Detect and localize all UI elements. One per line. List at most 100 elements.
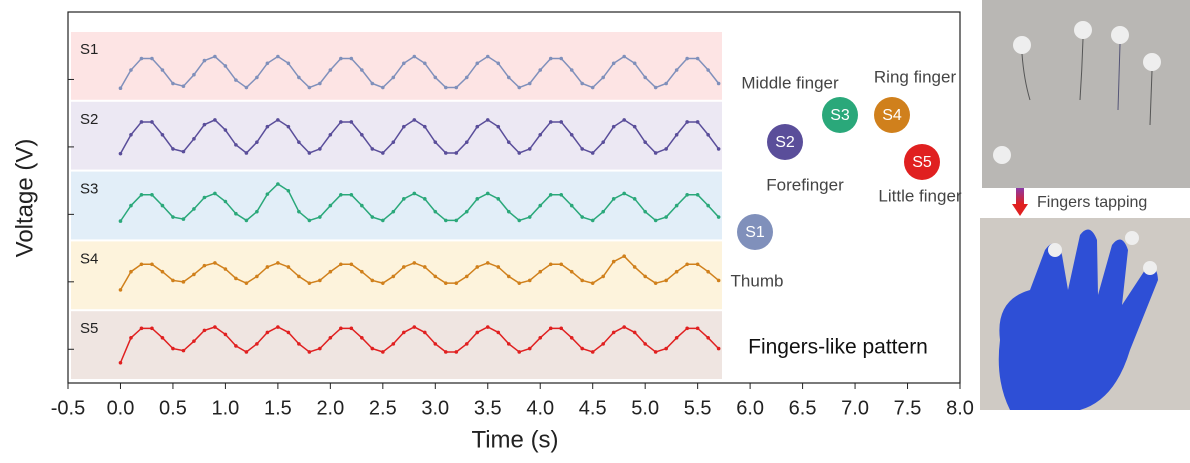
data-point [590, 85, 595, 90]
data-point [527, 346, 532, 351]
data-point [632, 61, 637, 66]
data-point [496, 265, 501, 269]
x-tick-label: 8.0 [946, 397, 974, 419]
data-point [559, 326, 564, 331]
finger-marker [822, 97, 858, 133]
data-point [485, 118, 490, 122]
data-point [653, 218, 658, 223]
data-point [475, 61, 480, 66]
data-point [506, 140, 511, 144]
data-point [716, 215, 721, 219]
data-point [454, 281, 459, 285]
data-point [129, 203, 133, 208]
series-line [119, 119, 720, 155]
data-point [506, 274, 511, 279]
data-point [601, 274, 605, 279]
data-point [590, 218, 595, 223]
data-point [548, 56, 553, 61]
data-point [475, 124, 480, 129]
data-point [318, 278, 322, 283]
data-point [286, 330, 291, 335]
annotation: Ring finger [874, 67, 957, 86]
series-band [71, 311, 722, 379]
data-point [559, 193, 564, 197]
data-point [664, 81, 668, 86]
data-point [685, 326, 689, 331]
data-point [601, 75, 605, 80]
data-point [527, 278, 532, 283]
x-tick-label: 3.0 [421, 397, 449, 419]
data-point [674, 336, 679, 340]
data-point [286, 188, 291, 193]
data-point [234, 78, 238, 82]
data-point [255, 274, 259, 279]
data-point [485, 54, 490, 59]
data-point [506, 342, 511, 346]
data-point [706, 132, 710, 137]
data-point [276, 182, 280, 186]
x-tick-label: 2.0 [316, 397, 344, 419]
data-point [391, 209, 396, 214]
data-point [118, 151, 123, 156]
data-point [685, 120, 689, 124]
data-point [653, 281, 658, 285]
annotation: Fingers-like pattern [748, 336, 928, 359]
x-tick-label: 6.5 [789, 397, 817, 419]
data-point [706, 68, 710, 72]
data-point [611, 197, 616, 201]
finger-marker [767, 124, 803, 160]
data-point [485, 325, 490, 329]
x-tick-label: 0.5 [159, 397, 187, 419]
data-point [129, 336, 133, 340]
data-point [171, 346, 175, 351]
data-point [548, 193, 553, 197]
data-point [171, 147, 175, 151]
data-point [181, 149, 186, 154]
x-tick-label: 0.0 [107, 397, 135, 419]
data-point [223, 128, 228, 132]
data-point [139, 56, 144, 61]
x-tick-label: 7.5 [894, 397, 922, 419]
data-point [538, 269, 543, 274]
data-point [265, 265, 270, 269]
data-point [485, 261, 490, 265]
x-tick-label: 5.0 [631, 397, 659, 419]
data-point [297, 209, 301, 214]
data-point [192, 207, 196, 211]
data-point [569, 269, 574, 274]
data-point [611, 259, 616, 264]
data-point [695, 262, 700, 267]
data-point [496, 124, 501, 129]
data-point [181, 84, 186, 88]
data-point [276, 261, 280, 265]
data-point [423, 124, 427, 129]
data-point [139, 262, 144, 267]
data-point [318, 147, 322, 151]
data-point [234, 211, 238, 216]
data-point [307, 218, 312, 223]
data-point [653, 85, 658, 90]
data-point [223, 199, 228, 204]
data-point [611, 124, 616, 129]
data-point [443, 151, 448, 155]
x-tick-label: -0.5 [51, 397, 85, 419]
data-point [328, 68, 333, 72]
data-point [496, 61, 501, 66]
data-point [171, 215, 175, 219]
finger-marker-label: S1 [745, 224, 765, 241]
data-point [360, 336, 364, 340]
annotation: Little finger [878, 186, 961, 205]
data-point [160, 203, 165, 208]
data-point [255, 75, 259, 80]
data-point [527, 147, 532, 151]
data-point [297, 75, 301, 80]
series-label: S2 [80, 111, 98, 128]
series-label: S4 [80, 250, 98, 267]
data-point [601, 209, 605, 214]
data-point [664, 215, 668, 219]
data-point [653, 350, 658, 354]
data-point [244, 85, 249, 90]
data-point [506, 209, 511, 214]
data-point [454, 151, 459, 155]
data-point [150, 262, 154, 267]
